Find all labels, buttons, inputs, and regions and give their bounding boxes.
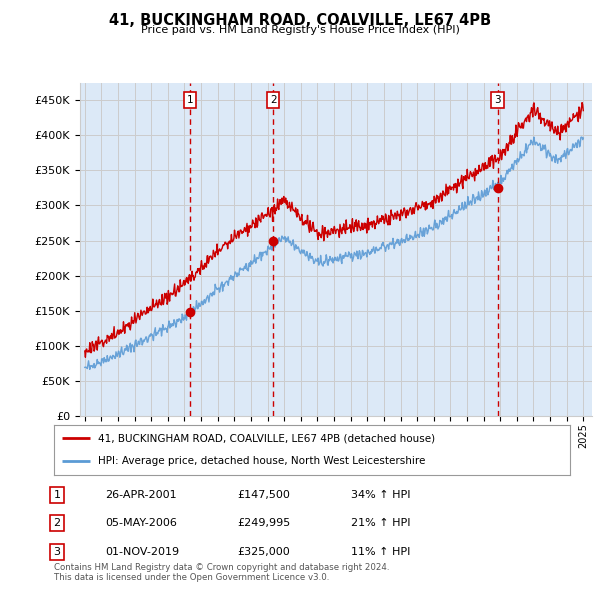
Text: 1: 1 [187, 95, 193, 105]
Text: £147,500: £147,500 [237, 490, 290, 500]
Text: 2: 2 [270, 95, 277, 105]
Text: Price paid vs. HM Land Registry's House Price Index (HPI): Price paid vs. HM Land Registry's House … [140, 25, 460, 35]
Text: 11% ↑ HPI: 11% ↑ HPI [351, 547, 410, 556]
Text: 1: 1 [53, 490, 61, 500]
Text: Contains HM Land Registry data © Crown copyright and database right 2024.
This d: Contains HM Land Registry data © Crown c… [54, 563, 389, 582]
Text: 05-MAY-2006: 05-MAY-2006 [105, 519, 177, 528]
Text: 34% ↑ HPI: 34% ↑ HPI [351, 490, 410, 500]
Text: 3: 3 [494, 95, 501, 105]
Text: 26-APR-2001: 26-APR-2001 [105, 490, 176, 500]
Bar [190, 83, 273, 416]
Text: 41, BUCKINGHAM ROAD, COALVILLE, LE67 4PB (detached house): 41, BUCKINGHAM ROAD, COALVILLE, LE67 4PB… [98, 433, 435, 443]
Text: £249,995: £249,995 [237, 519, 290, 528]
Text: £325,000: £325,000 [237, 547, 290, 556]
Bar [80, 83, 190, 416]
Text: 41, BUCKINGHAM ROAD, COALVILLE, LE67 4PB: 41, BUCKINGHAM ROAD, COALVILLE, LE67 4PB [109, 13, 491, 28]
Text: 3: 3 [53, 547, 61, 556]
Bar [497, 83, 592, 416]
Bar [273, 83, 497, 416]
Text: HPI: Average price, detached house, North West Leicestershire: HPI: Average price, detached house, Nort… [98, 457, 425, 467]
Text: 21% ↑ HPI: 21% ↑ HPI [351, 519, 410, 528]
Text: 2: 2 [53, 519, 61, 528]
Text: 01-NOV-2019: 01-NOV-2019 [105, 547, 179, 556]
